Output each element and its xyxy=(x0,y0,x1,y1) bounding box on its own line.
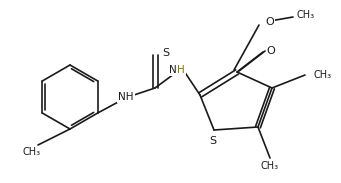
Text: CH₃: CH₃ xyxy=(297,10,315,20)
Text: H: H xyxy=(177,65,185,75)
Text: O: O xyxy=(267,46,276,56)
Text: CH₃: CH₃ xyxy=(23,147,41,157)
Text: O: O xyxy=(266,17,275,27)
Text: CH₃: CH₃ xyxy=(261,161,279,171)
Text: N: N xyxy=(169,65,177,75)
Text: CH₃: CH₃ xyxy=(313,70,331,80)
Text: NH: NH xyxy=(118,92,134,102)
Text: S: S xyxy=(209,136,217,146)
Text: S: S xyxy=(162,48,169,58)
